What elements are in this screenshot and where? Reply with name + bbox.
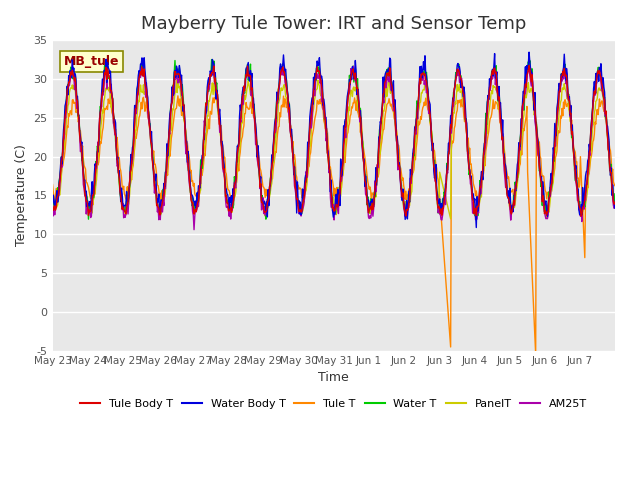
Text: MB_tule: MB_tule — [64, 55, 119, 68]
X-axis label: Time: Time — [318, 371, 349, 384]
Y-axis label: Temperature (C): Temperature (C) — [15, 144, 28, 246]
Title: Mayberry Tule Tower: IRT and Sensor Temp: Mayberry Tule Tower: IRT and Sensor Temp — [141, 15, 526, 33]
Legend: Tule Body T, Water Body T, Tule T, Water T, PanelT, AM25T: Tule Body T, Water Body T, Tule T, Water… — [76, 395, 592, 414]
